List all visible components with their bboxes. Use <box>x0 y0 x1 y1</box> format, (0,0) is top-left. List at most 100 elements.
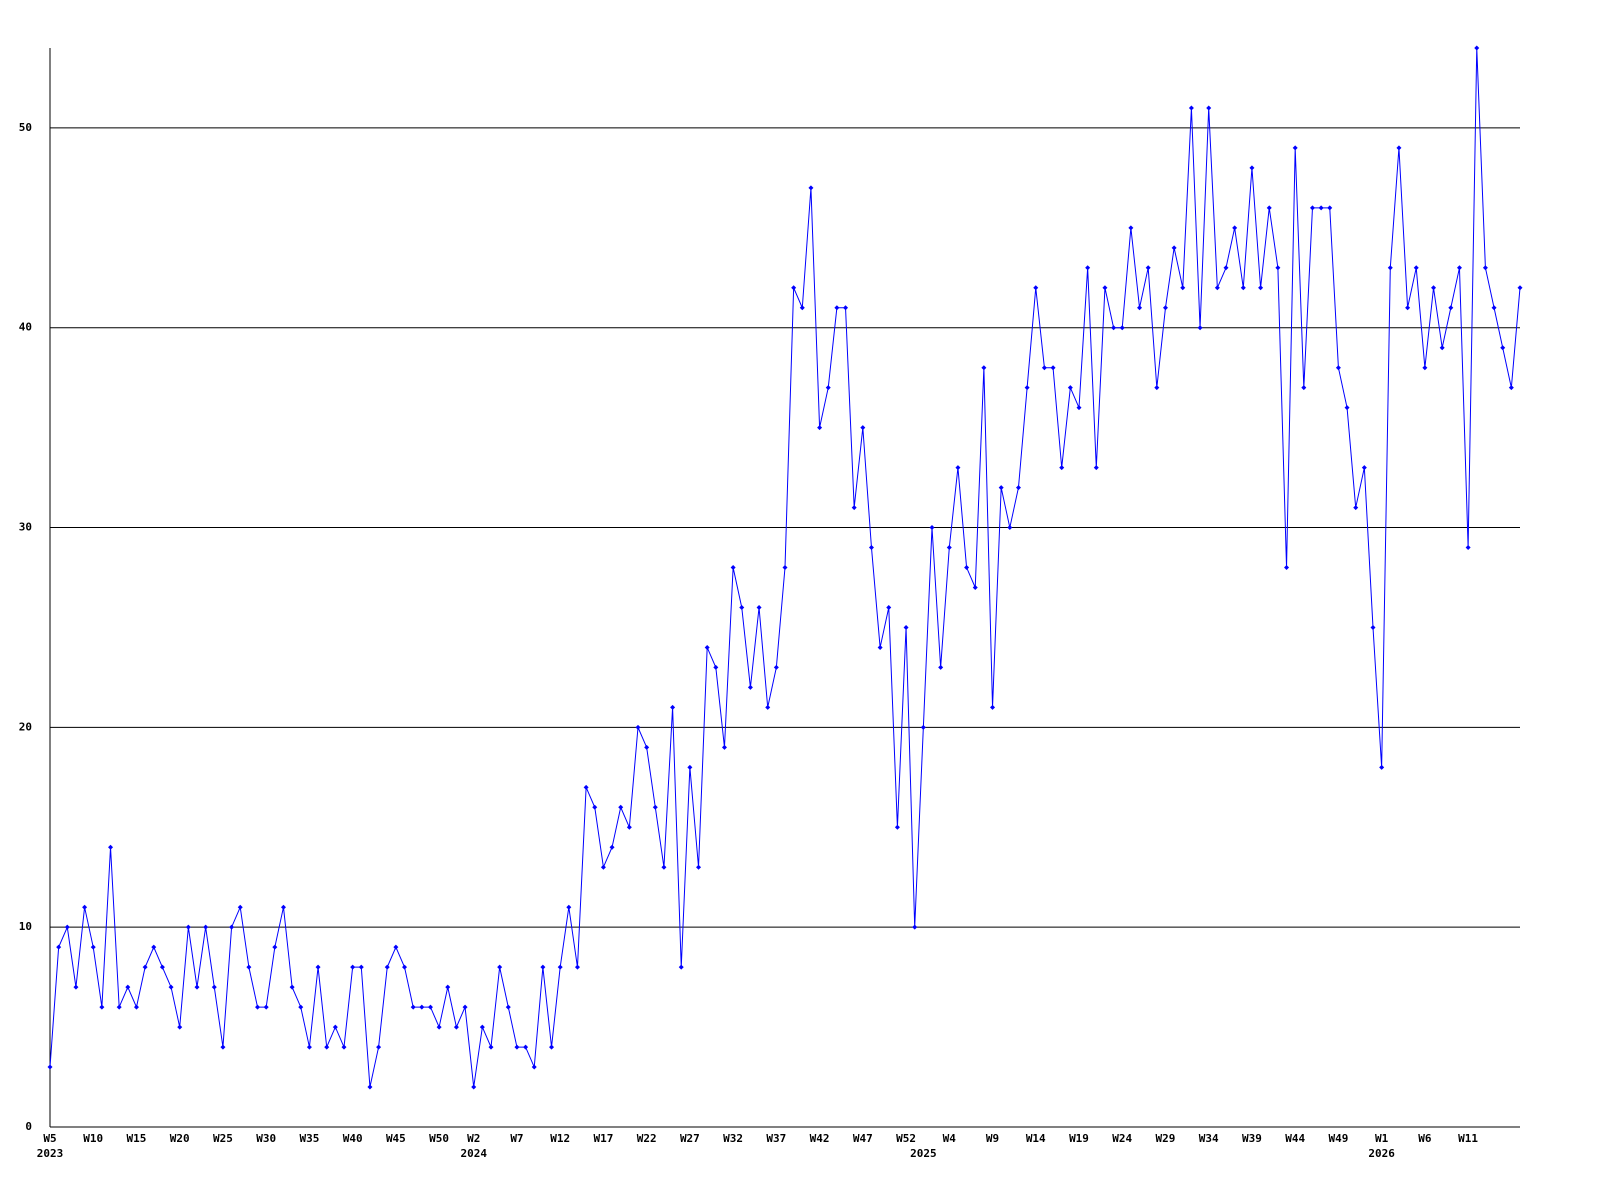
point <box>1180 285 1186 291</box>
x-tick-label: W34 <box>1199 1132 1219 1145</box>
y-tick-label: 0 <box>25 1120 32 1133</box>
point <box>1327 205 1333 211</box>
point <box>860 425 866 431</box>
point <box>661 864 667 870</box>
point <box>834 305 840 311</box>
point <box>280 904 286 910</box>
point <box>358 964 364 970</box>
point <box>1024 385 1030 391</box>
x-tick-label: W40 <box>343 1132 363 1145</box>
point <box>306 1044 312 1050</box>
point <box>272 944 278 950</box>
point <box>998 485 1004 491</box>
point <box>1508 385 1514 391</box>
point <box>549 1044 555 1050</box>
point <box>1232 225 1238 231</box>
point <box>203 924 209 930</box>
point <box>652 804 658 810</box>
point <box>817 425 823 431</box>
point <box>1318 205 1324 211</box>
point <box>436 1024 442 1030</box>
point <box>1162 305 1168 311</box>
point <box>246 964 252 970</box>
point <box>1344 405 1350 411</box>
point <box>583 784 589 790</box>
point <box>393 944 399 950</box>
point <box>177 1024 183 1030</box>
point <box>1093 465 1099 471</box>
point <box>765 704 771 710</box>
point <box>1309 205 1315 211</box>
point <box>1448 305 1454 311</box>
point <box>185 924 191 930</box>
point <box>747 684 753 690</box>
x-tick-label: W5 <box>43 1132 56 1145</box>
point <box>263 1004 269 1010</box>
point <box>713 664 719 670</box>
point <box>1015 485 1021 491</box>
point <box>229 924 235 930</box>
point <box>1249 165 1255 171</box>
point <box>1076 405 1082 411</box>
point <box>782 565 788 571</box>
point <box>574 964 580 970</box>
point <box>410 1004 416 1010</box>
point <box>1517 285 1523 291</box>
point <box>289 984 295 990</box>
x-tick-label: W7 <box>510 1132 523 1145</box>
point <box>462 1004 468 1010</box>
x-tick-label: W4 <box>943 1132 957 1145</box>
point <box>557 964 563 970</box>
point <box>825 385 831 391</box>
point <box>1396 145 1402 151</box>
point <box>1145 265 1151 271</box>
point <box>1258 285 1264 291</box>
point <box>955 465 961 471</box>
point <box>540 964 546 970</box>
point <box>964 565 970 571</box>
x-year-label: 2025 <box>910 1147 937 1160</box>
point <box>1041 365 1047 371</box>
point <box>1188 105 1194 111</box>
point <box>237 904 243 910</box>
point <box>1413 265 1419 271</box>
point <box>142 964 148 970</box>
point <box>1059 465 1065 471</box>
point <box>791 285 797 291</box>
x-tick-label: W52 <box>896 1132 916 1145</box>
x-tick-label: W27 <box>680 1132 700 1145</box>
point <box>220 1044 226 1050</box>
point <box>73 984 79 990</box>
x-year-label: 2026 <box>1368 1147 1395 1160</box>
point <box>920 724 926 730</box>
x-tick-label: W39 <box>1242 1132 1262 1145</box>
point <box>116 1004 122 1010</box>
point <box>566 904 572 910</box>
x-tick-label: W14 <box>1026 1132 1046 1145</box>
point <box>125 984 131 990</box>
point <box>1171 245 1177 251</box>
point <box>1474 45 1480 51</box>
point <box>99 1004 105 1010</box>
y-tick-label: 50 <box>19 121 32 134</box>
point <box>592 804 598 810</box>
point <box>1465 545 1471 551</box>
point <box>514 1044 520 1050</box>
point <box>687 764 693 770</box>
point <box>1379 764 1385 770</box>
point <box>1111 325 1117 331</box>
point <box>1275 265 1281 271</box>
point <box>56 944 62 950</box>
x-year-label: 2024 <box>460 1147 487 1160</box>
point <box>376 1044 382 1050</box>
point <box>635 724 641 730</box>
x-tick-label: W50 <box>429 1132 449 1145</box>
point <box>1206 105 1212 111</box>
point <box>912 924 918 930</box>
point <box>730 565 736 571</box>
point <box>402 964 408 970</box>
x-tick-label: W17 <box>593 1132 613 1145</box>
point <box>479 1024 485 1030</box>
point <box>419 1004 425 1010</box>
